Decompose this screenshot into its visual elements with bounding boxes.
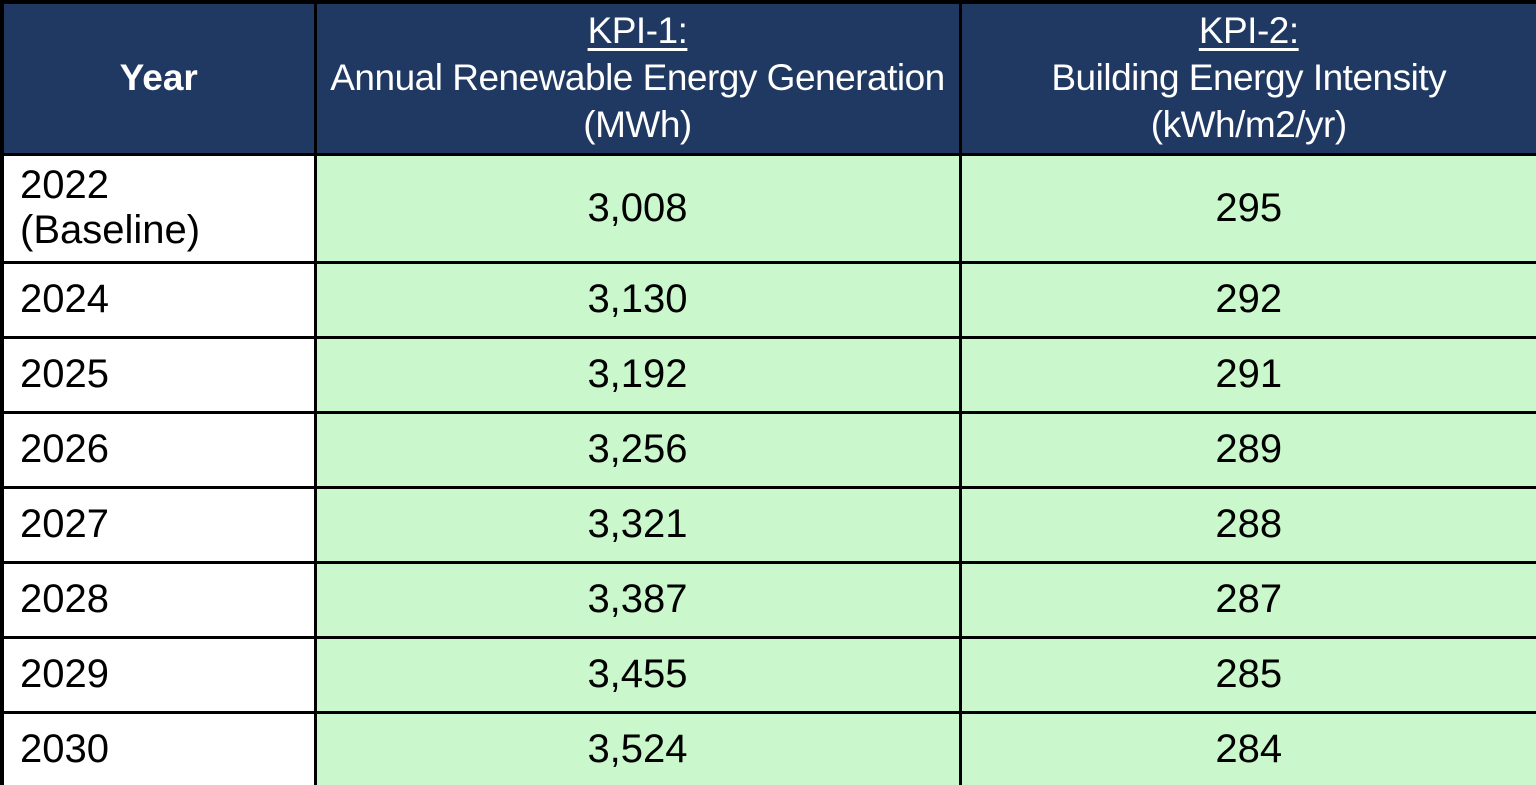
table-row-2027: 2027 3,321 288 — [0, 485, 1536, 564]
column-header-kpi1: KPI-1: Annual Renewable Energy Generatio… — [313, 0, 962, 156]
year-header-label: Year — [119, 56, 198, 98]
kpi2-value-cell: 285 — [958, 635, 1536, 714]
column-header-year: Year — [0, 0, 317, 156]
year-cell: 2024 — [0, 260, 317, 339]
kpi1-name-label: Annual Renewable Energy Generation — [330, 56, 945, 98]
kpi1-value-cell: 3,008 — [313, 152, 962, 264]
year-cell: 2022 (Baseline) — [0, 152, 317, 264]
year-cell: 2030 — [0, 710, 317, 785]
kpi2-value-cell: 284 — [958, 710, 1536, 785]
table-row-2030: 2030 3,524 284 — [0, 710, 1536, 785]
kpi2-value-cell: 295 — [958, 152, 1536, 264]
table-row-2022-baseline: 2022 (Baseline) 3,008 295 — [0, 152, 1536, 264]
kpi1-id-label: KPI-1: — [587, 10, 688, 52]
kpi2-value-cell: 288 — [958, 485, 1536, 564]
kpi2-value-cell: 292 — [958, 260, 1536, 339]
kpi2-value-cell: 289 — [958, 410, 1536, 489]
table-row-2024: 2024 3,130 292 — [0, 260, 1536, 339]
year-cell: 2029 — [0, 635, 317, 714]
header-row: Year KPI-1: Annual Renewable Energy Gene… — [0, 0, 1536, 156]
table-body: 2022 (Baseline) 3,008 295 2024 3,130 292… — [0, 152, 1536, 785]
kpi1-value-cell: 3,130 — [313, 260, 962, 339]
year-cell: 2026 — [0, 410, 317, 489]
table-row-2025: 2025 3,192 291 — [0, 335, 1536, 414]
column-header-kpi2: KPI-2: Building Energy Intensity (kWh/m2… — [958, 0, 1536, 156]
table-row-2029: 2029 3,455 285 — [0, 635, 1536, 714]
kpi2-unit-label: (kWh/m2/yr) — [1150, 103, 1347, 145]
kpi1-value-cell: 3,387 — [313, 560, 962, 639]
kpi1-value-cell: 3,321 — [313, 485, 962, 564]
table-header: Year KPI-1: Annual Renewable Energy Gene… — [0, 0, 1536, 156]
kpi2-value-cell: 287 — [958, 560, 1536, 639]
kpi1-value-cell: 3,455 — [313, 635, 962, 714]
kpi2-name-label: Building Energy Intensity — [1051, 56, 1447, 98]
kpi2-value-cell: 291 — [958, 335, 1536, 414]
table-row-2028: 2028 3,387 287 — [0, 560, 1536, 639]
kpi1-value-cell: 3,256 — [313, 410, 962, 489]
kpi2-id-label: KPI-2: — [1198, 10, 1299, 52]
kpi1-value-cell: 3,524 — [313, 710, 962, 785]
year-cell: 2028 — [0, 560, 317, 639]
year-cell: 2027 — [0, 485, 317, 564]
table-row-2026: 2026 3,256 289 — [0, 410, 1536, 489]
kpi1-unit-label: (MWh) — [583, 103, 692, 145]
year-cell: 2025 — [0, 335, 317, 414]
kpi1-value-cell: 3,192 — [313, 335, 962, 414]
